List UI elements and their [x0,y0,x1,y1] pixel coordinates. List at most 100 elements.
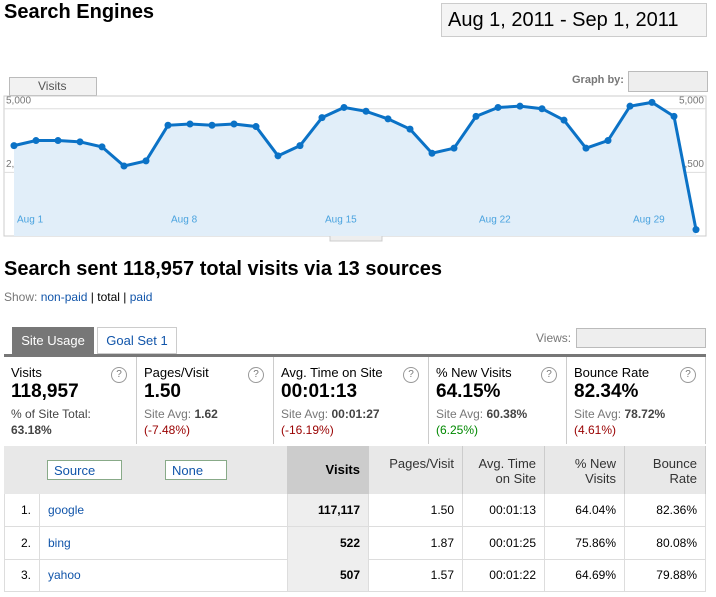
y-tick-label: 2,500 [679,159,704,170]
tab-active[interactable]: Site Usage [12,327,94,354]
metric-sub-value: 00:01:27 [331,407,380,421]
point [76,138,84,146]
table-cell: 00:01:22 [463,559,545,592]
separator: | [90,290,94,304]
table-cell: 00:01:13 [463,494,545,527]
page-title: Search Engines [4,1,155,23]
metric-sub-label: Site Avg: [436,407,484,421]
y-tick-label: 5,000 [679,95,704,106]
date-range-picker[interactable]: Aug 1, 2011 - Sep 1, 2011 [441,3,707,37]
point [296,142,304,150]
views-label: Views: [536,331,572,345]
graph-by-buttons[interactable] [628,71,708,92]
metric-value: 64.15% [436,381,501,402]
column-header[interactable]: Avg. Time on Site [463,446,545,494]
dimension-select[interactable]: Source [47,460,122,480]
source-link[interactable]: google [40,494,288,527]
metric-change: (-7.48%) [144,423,191,437]
point [32,137,40,145]
table-cell: 2. [4,526,40,560]
x-tick-label: Aug 29 [633,215,665,226]
column-header[interactable]: Visits [288,446,369,494]
metric-label: Avg. Time on Site [281,365,383,380]
metric-sub-label: Site Avg: [144,407,192,421]
metric-change: (4.61%) [574,423,617,437]
metric-change: (-16.19%) [281,423,334,437]
point [472,112,480,120]
metric-value: 82.34% [574,381,639,402]
metric-value: 00:01:13 [281,381,358,402]
point [670,112,678,120]
source-link[interactable]: bing [40,526,288,560]
metric-sub-value: 78.72% [624,407,666,421]
view-buttons[interactable] [576,328,706,348]
table-cell: 64.69% [545,559,625,592]
table-cell: 64.04% [545,494,625,527]
point [384,115,392,123]
filter-current: total [97,290,120,304]
point [318,114,326,122]
table-cell: 80.08% [625,526,706,560]
point [692,226,700,234]
help-icon[interactable]: ? [248,367,264,383]
metric-sub: Site Avg: 00:01:27 [281,407,380,421]
table-cell: 507 [288,559,369,592]
help-icon[interactable]: ? [403,367,419,383]
show-label: Show: [4,290,38,304]
point [98,143,106,151]
metric-sub-value: 60.38% [486,407,528,421]
metric-card: Visits 118,957? % of Site Total: 63.18% [4,357,137,444]
line [13,100,698,230]
point [604,137,612,145]
y-tick-label: 5,000 [6,95,31,106]
point [54,137,62,145]
tab[interactable]: Goal Set 1 [97,327,177,354]
table-cell: 75.86% [545,526,625,560]
table-cell: 117,117 [288,494,369,527]
help-icon[interactable]: ? [541,367,557,383]
point [516,102,524,110]
point [208,121,216,129]
filter-link[interactable]: non-paid [40,290,88,304]
point [230,120,238,128]
column-header[interactable]: Pages/Visit [369,446,463,494]
point [362,107,370,115]
point [186,120,194,128]
table-cell: 1. [4,494,40,527]
point [120,162,128,170]
help-icon[interactable]: ? [111,367,127,383]
point [538,105,546,113]
secondary-select[interactable]: None [165,460,227,480]
metric-sub-label: Site Avg: [281,407,329,421]
x-tick-label: Aug 15 [325,215,357,226]
x-tick-label: Aug 1 [17,215,44,226]
metric-value: 1.50 [144,381,181,402]
point [582,144,590,152]
metric-card: Bounce Rate 82.34%? Site Avg: 78.72% (4.61%… [567,357,706,444]
table-cell: 00:01:25 [463,526,545,560]
table-cell: 3. [4,559,40,592]
x-tick-label: Aug 8 [171,215,198,226]
point [648,98,656,106]
metric-label: Pages/Visit [144,365,209,380]
point [560,116,568,124]
help-icon[interactable]: ? [680,367,696,383]
metric-sub-label: % of Site Total: [11,407,91,421]
source-link[interactable]: yahoo [40,559,288,592]
filter-link[interactable]: paid [129,290,153,304]
metric-label: % New Visits [436,365,512,380]
graph-by-label: Graph by: [572,74,624,86]
area [14,102,696,236]
table-cell: 1.50 [369,494,463,527]
x-tick-label: Aug 22 [479,215,511,226]
table-cell: 1.87 [369,526,463,560]
metric-sub-value: 63.18% [11,423,52,437]
metric-label: Visits [11,365,42,380]
column-header[interactable]: Bounce Rate [625,446,706,494]
table-cell: 79.88% [625,559,706,592]
point [142,157,150,165]
column-header[interactable]: % New Visits [545,446,625,494]
point [164,121,172,129]
